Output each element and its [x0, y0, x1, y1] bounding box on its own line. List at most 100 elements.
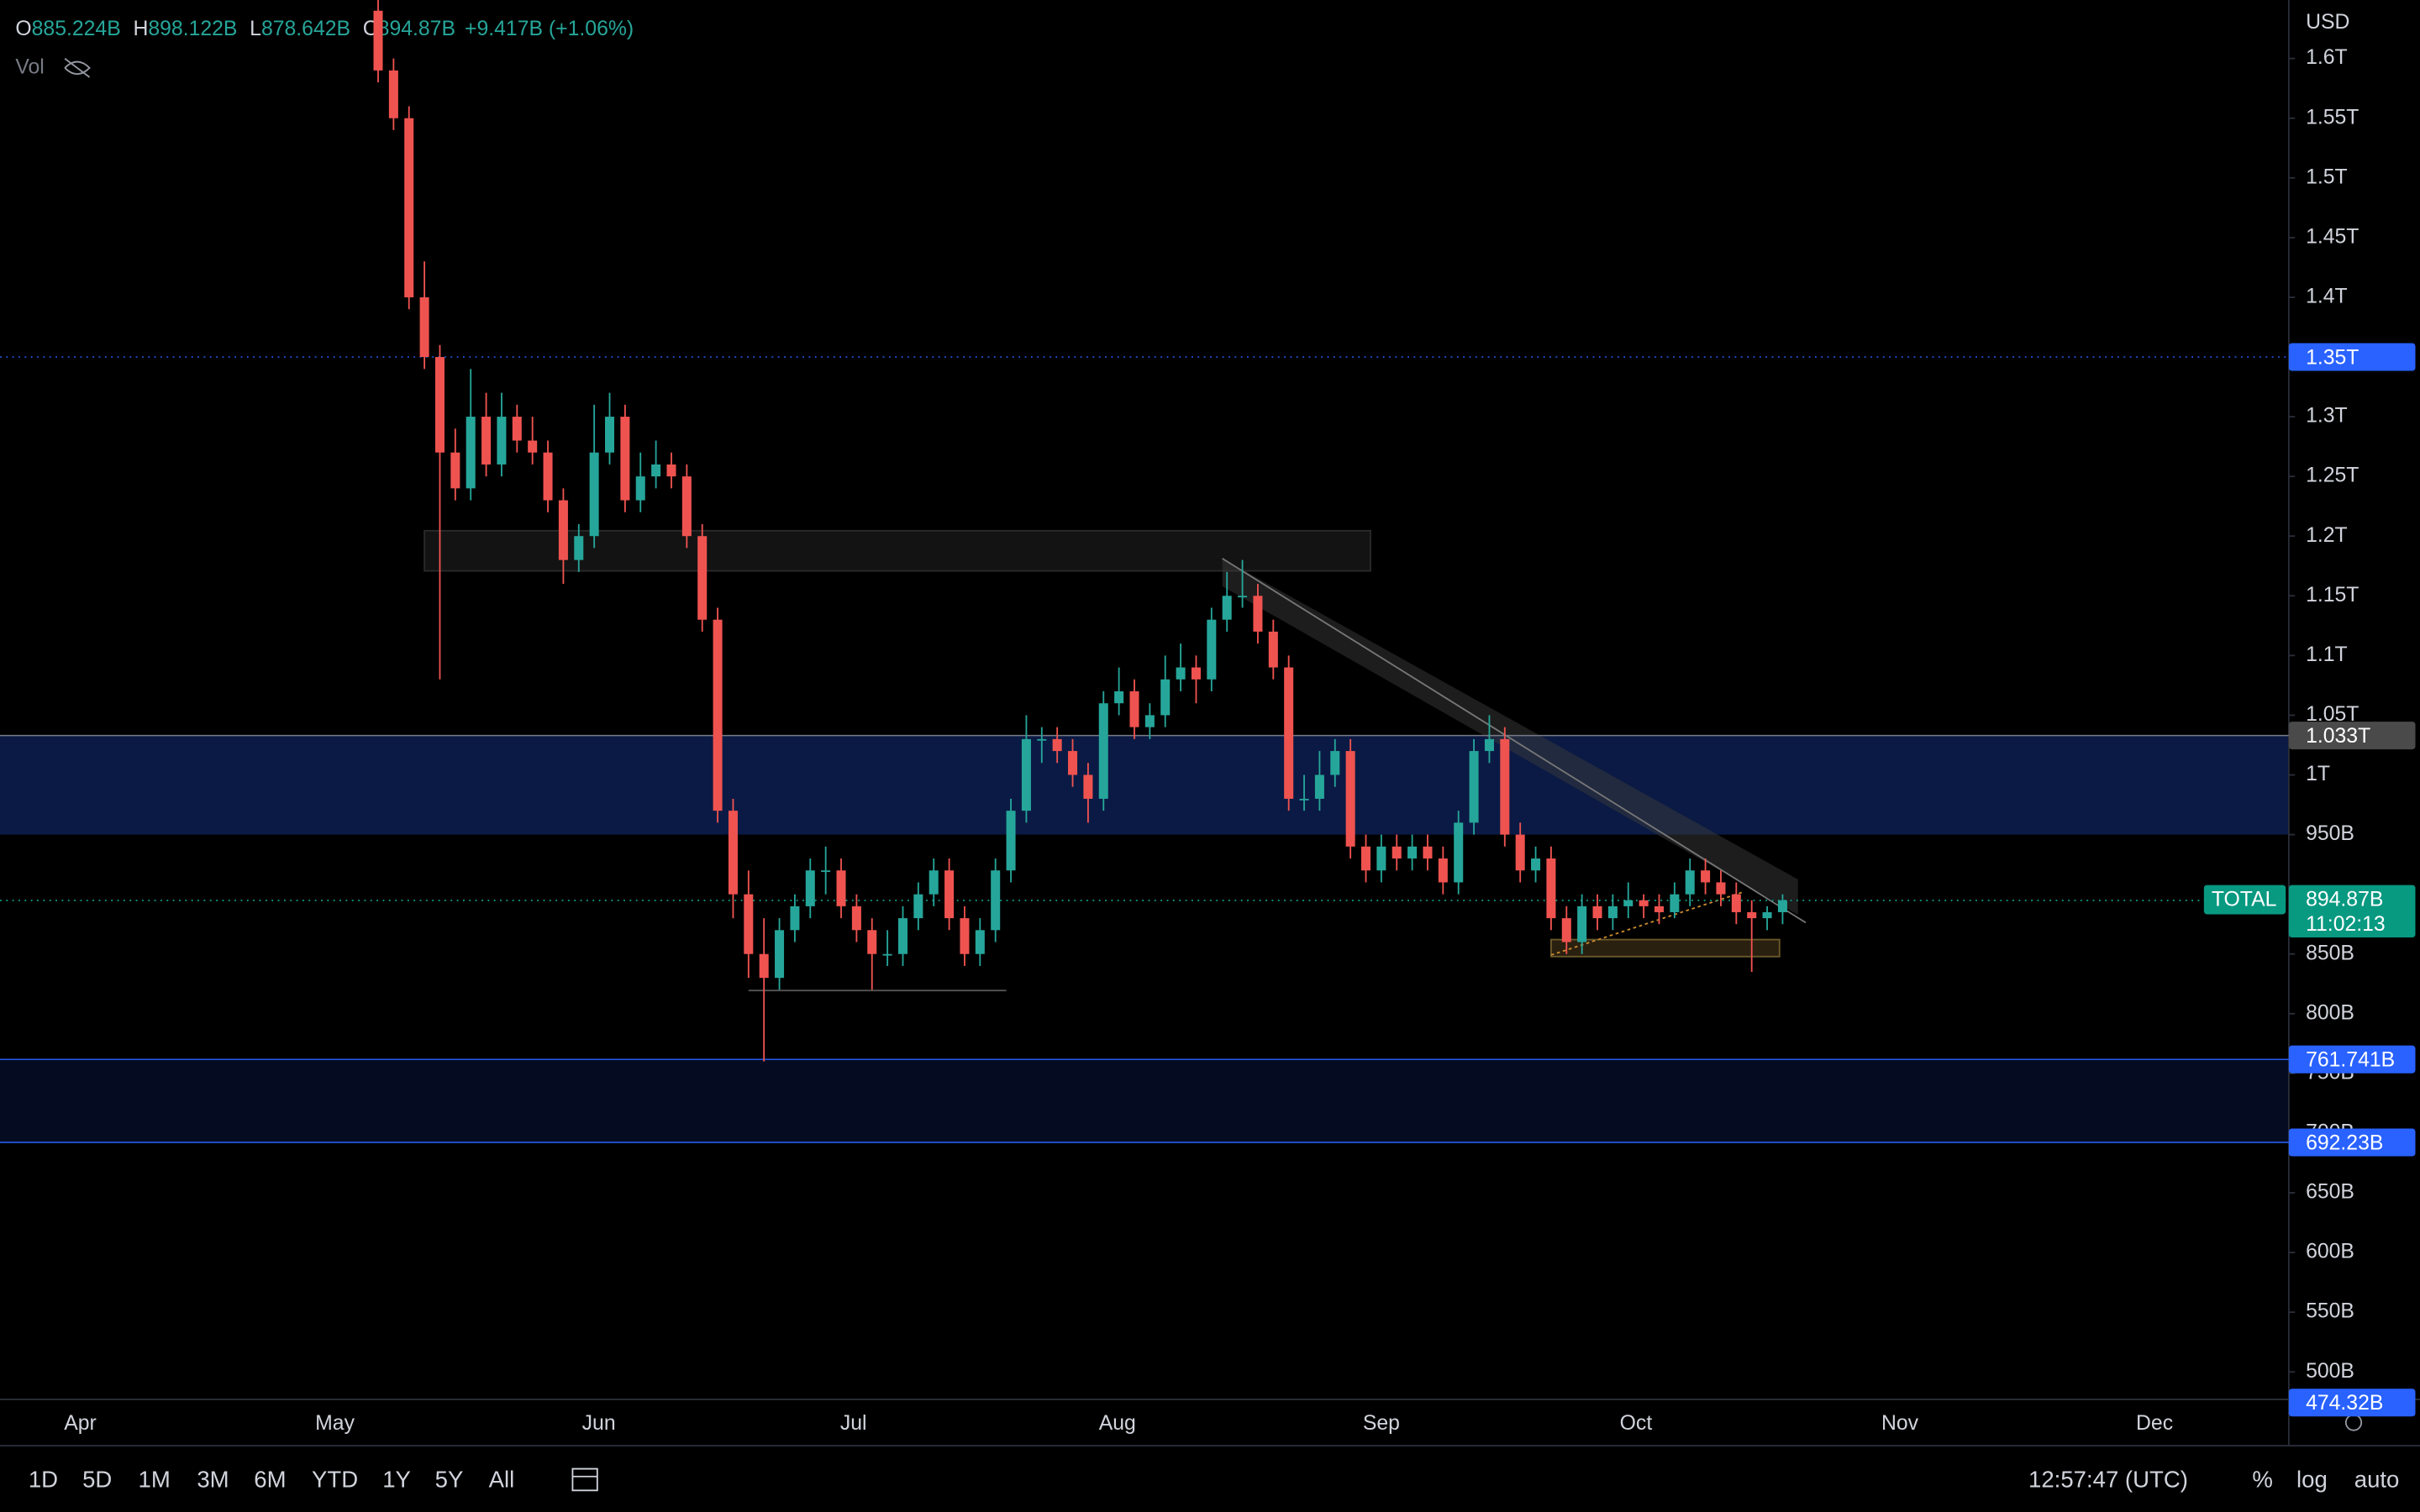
candle-body: [1438, 858, 1448, 883]
candle-body: [851, 906, 861, 931]
candle-body: [1207, 619, 1217, 680]
price-badge: [2288, 343, 2416, 371]
price-badge: [2288, 1128, 2416, 1157]
candle-body: [1392, 846, 1402, 859]
candle-body: [1654, 906, 1664, 912]
candle-body: [543, 452, 553, 501]
y-tick-label: 1.45T: [2306, 225, 2359, 248]
y-tick-label: 650B: [2306, 1181, 2354, 1204]
eye-icon[interactable]: [64, 58, 91, 78]
candle-body: [450, 452, 460, 489]
price-badge: [2288, 722, 2416, 750]
y-tick-label: 1.25T: [2306, 465, 2359, 487]
candle-body: [1577, 906, 1587, 942]
trend-line: [1222, 558, 1807, 924]
candle-body: [1515, 834, 1525, 871]
percent-button[interactable]: %: [2252, 1467, 2273, 1493]
range-button[interactable]: 6M: [254, 1467, 286, 1493]
candle-body: [1546, 858, 1556, 919]
candle-body: [805, 870, 815, 906]
candle-body: [1361, 846, 1371, 871]
range-button[interactable]: 3M: [197, 1467, 229, 1493]
candle-body: [1716, 882, 1726, 895]
candle-body: [929, 870, 939, 895]
log-button[interactable]: log: [2296, 1467, 2328, 1493]
y-tick-label: 1.1T: [2306, 643, 2348, 666]
candle-body: [373, 10, 383, 71]
range-button[interactable]: 1M: [139, 1467, 171, 1493]
candle-body: [1144, 715, 1155, 727]
candle-body: [1299, 798, 1309, 801]
x-tick-label: May: [315, 1412, 355, 1435]
candle-body: [1253, 596, 1263, 632]
candle-body: [1314, 774, 1324, 799]
candle-body: [975, 930, 985, 954]
candle-body: [1191, 667, 1201, 680]
candle-body: [1068, 751, 1078, 775]
clock: 12:57:47 (UTC): [2028, 1467, 2188, 1493]
candle-body: [1238, 596, 1248, 598]
auto-button[interactable]: auto: [2354, 1467, 2400, 1493]
zone: [0, 735, 2289, 835]
candle-body: [1006, 811, 1016, 871]
range-button[interactable]: All: [489, 1467, 515, 1493]
candle-body: [1176, 667, 1186, 680]
candle-body: [1623, 900, 1634, 906]
range-button[interactable]: 1Y: [382, 1467, 411, 1493]
currency[interactable]: USD: [2306, 11, 2349, 34]
candle-body: [1607, 906, 1618, 919]
x-tick-label: Dec: [2136, 1412, 2173, 1435]
candle-body: [1454, 822, 1464, 883]
candle-body: [434, 357, 445, 453]
candle-body: [759, 953, 769, 979]
candle-body: [1083, 774, 1093, 799]
candle-body: [1222, 596, 1232, 620]
candle-body: [1037, 738, 1047, 741]
y-tick-label: 1.3T: [2306, 405, 2348, 428]
range-button[interactable]: 1D: [29, 1467, 58, 1493]
range-button[interactable]: 5D: [82, 1467, 112, 1493]
x-tick-label: Apr: [64, 1412, 97, 1435]
candle-body: [913, 894, 923, 919]
candle-body: [960, 918, 970, 954]
candle-body: [1376, 846, 1386, 871]
x-tick-label: Aug: [1099, 1412, 1136, 1435]
countdown: 11:02:13: [2306, 913, 2386, 936]
candle-body: [991, 870, 1001, 931]
candle-body: [1685, 870, 1695, 895]
candle-body: [574, 536, 584, 560]
range-button[interactable]: 5Y: [435, 1467, 464, 1493]
candle-body: [713, 619, 723, 811]
vol-label[interactable]: Vol: [15, 55, 44, 78]
candle-body: [1284, 667, 1294, 799]
candle-body: [635, 476, 645, 501]
candle-body: [404, 118, 414, 297]
y-tick-label: 500B: [2306, 1360, 2354, 1383]
y-tick-label: 1.5T: [2306, 165, 2348, 188]
candle-body: [681, 476, 692, 537]
candle-body: [1670, 894, 1680, 912]
candle-body: [497, 417, 507, 465]
candle-body: [897, 918, 908, 954]
candle-body: [528, 440, 538, 453]
candle-body: [1407, 846, 1418, 859]
candle-body: [1731, 894, 1741, 912]
y-tick-label: 1T: [2306, 763, 2330, 785]
series-badge: [2203, 885, 2286, 915]
candle-body: [1469, 751, 1479, 823]
candle-body: [1531, 858, 1541, 871]
range-button[interactable]: YTD: [312, 1467, 358, 1493]
price-badge-label: 1.35T: [2306, 346, 2359, 369]
x-tick-label: Jun: [582, 1412, 616, 1435]
candle-body: [744, 894, 754, 954]
candle-body: [790, 906, 800, 931]
price-badge-label: 474.32B: [2306, 1392, 2383, 1415]
candle-body: [419, 297, 429, 358]
candle-body: [944, 870, 955, 919]
x-tick-label: Nov: [1881, 1412, 1919, 1435]
candle-body: [1098, 703, 1108, 799]
x-tick-label: Sep: [1363, 1412, 1400, 1435]
date-range-icon[interactable]: [571, 1467, 598, 1492]
y-tick-label: 950B: [2306, 822, 2354, 845]
